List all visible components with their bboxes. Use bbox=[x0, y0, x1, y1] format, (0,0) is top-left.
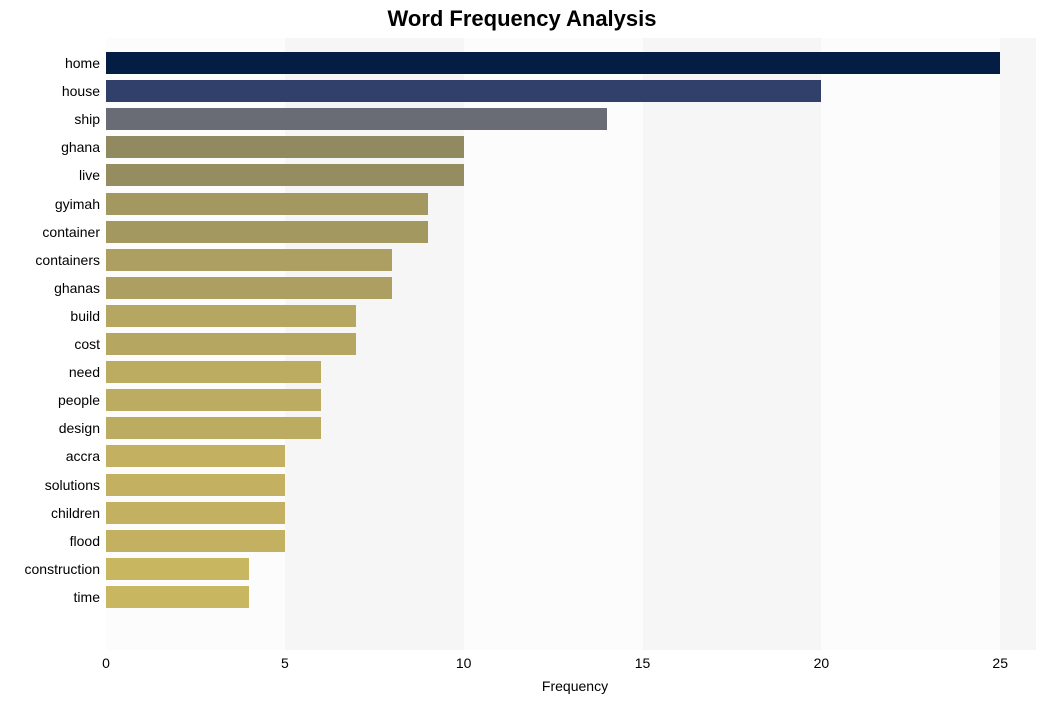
y-tick-label: accra bbox=[66, 445, 100, 467]
bar bbox=[106, 52, 1000, 74]
y-tick-label: flood bbox=[70, 530, 100, 552]
x-tick-label: 0 bbox=[102, 655, 110, 671]
y-tick-label: design bbox=[59, 417, 100, 439]
y-tick-label: time bbox=[74, 586, 100, 608]
y-tick-label: build bbox=[70, 305, 100, 327]
y-tick-label: children bbox=[51, 502, 100, 524]
bar bbox=[106, 417, 321, 439]
bar bbox=[106, 445, 285, 467]
bar bbox=[106, 108, 607, 130]
bar bbox=[106, 361, 321, 383]
bar bbox=[106, 530, 285, 552]
bar bbox=[106, 80, 821, 102]
bar bbox=[106, 305, 356, 327]
bar bbox=[106, 193, 428, 215]
y-tick-label: live bbox=[79, 164, 100, 186]
grid-band bbox=[1000, 38, 1036, 650]
y-tick-label: solutions bbox=[45, 474, 100, 496]
x-tick-label: 25 bbox=[992, 655, 1008, 671]
bar bbox=[106, 474, 285, 496]
bar bbox=[106, 389, 321, 411]
y-tick-label: home bbox=[65, 52, 100, 74]
y-tick-label: need bbox=[69, 361, 100, 383]
x-axis-label-wrap: Frequency bbox=[0, 678, 1044, 694]
y-tick-label: cost bbox=[74, 333, 100, 355]
bar bbox=[106, 277, 392, 299]
x-tick-label: 15 bbox=[635, 655, 651, 671]
x-axis-label: Frequency bbox=[110, 678, 1040, 694]
y-tick-label: construction bbox=[25, 558, 100, 580]
y-tick-label: containers bbox=[35, 249, 100, 271]
bar bbox=[106, 164, 464, 186]
chart-title: Word Frequency Analysis bbox=[0, 6, 1044, 32]
grid-band bbox=[821, 38, 1000, 650]
y-tick-label: people bbox=[58, 389, 100, 411]
x-tick-label: 20 bbox=[814, 655, 830, 671]
x-tick-label: 10 bbox=[456, 655, 472, 671]
bar bbox=[106, 249, 392, 271]
y-tick-label: ghanas bbox=[54, 277, 100, 299]
bar bbox=[106, 136, 464, 158]
x-tick-label: 5 bbox=[281, 655, 289, 671]
bar bbox=[106, 586, 249, 608]
y-tick-label: house bbox=[62, 80, 100, 102]
y-tick-label: container bbox=[42, 221, 100, 243]
grid-band bbox=[643, 38, 822, 650]
plot-area bbox=[106, 38, 1036, 650]
bar bbox=[106, 333, 356, 355]
y-tick-label: gyimah bbox=[55, 193, 100, 215]
y-tick-label: ghana bbox=[61, 136, 100, 158]
bar bbox=[106, 502, 285, 524]
word-frequency-chart: Word Frequency Analysis Frequency home ho… bbox=[0, 0, 1044, 701]
bar bbox=[106, 558, 249, 580]
y-tick-label: ship bbox=[74, 108, 100, 130]
bar bbox=[106, 221, 428, 243]
